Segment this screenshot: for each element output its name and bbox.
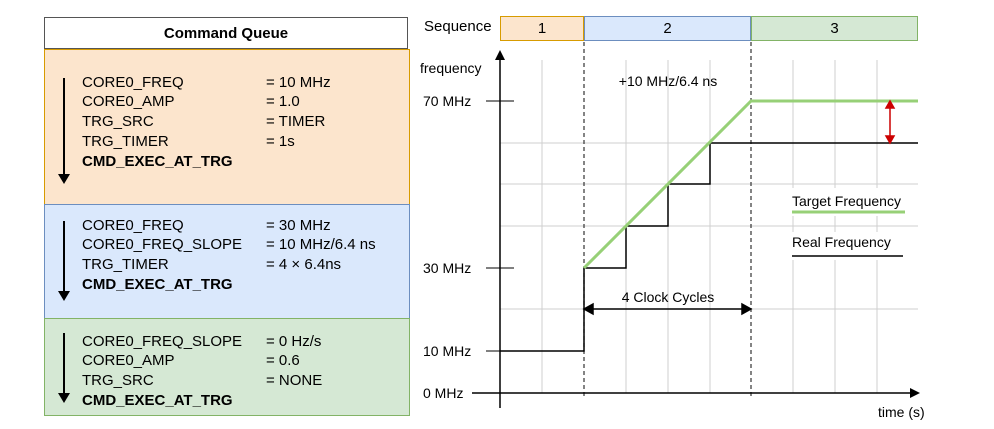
queue-row: TRG_TIMER = 1s — [82, 133, 295, 150]
y-tick-label: 0 MHz — [423, 385, 463, 401]
queue-row: TRG_SRC = NONE — [82, 372, 323, 389]
queue-row: CORE0_FREQ = 30 MHz — [82, 217, 331, 234]
down-arrow-icon — [58, 221, 70, 301]
queue-row-exec: CMD_EXEC_AT_TRG — [82, 392, 233, 409]
queue-row-exec: CMD_EXEC_AT_TRG — [82, 276, 233, 293]
queue-row: CORE0_FREQ_SLOPE = 0 Hz/s — [82, 333, 322, 350]
y-tick-label: 10 MHz — [423, 343, 471, 359]
down-arrow-icon — [58, 333, 70, 403]
axes — [472, 56, 912, 408]
queue-row-exec: CMD_EXEC_AT_TRG — [82, 153, 233, 170]
y-axis-label: frequency — [420, 60, 481, 76]
grid — [500, 60, 918, 393]
queue-row: CORE0_AMP = 0.6 — [82, 352, 300, 369]
queue-row: CORE0_FREQ = 10 MHz — [82, 74, 331, 91]
clock-cycles-label: 4 Clock Cycles — [622, 289, 715, 305]
down-arrow-icon — [58, 78, 70, 184]
queue-block-2: CORE0_FREQ = 30 MHz CORE0_FREQ_SLOPE = 10 … — [44, 204, 410, 319]
sequence-label: Sequence — [424, 18, 492, 35]
y-tick-label: 70 MHz — [423, 93, 471, 109]
difference-marker — [884, 99, 896, 145]
clock-cycles-dimension — [582, 302, 753, 316]
queue-block-1: CORE0_FREQ = 10 MHz CORE0_AMP = 1.0 TRG_SR… — [44, 49, 410, 205]
sequence-cell-2: 2 — [584, 16, 751, 41]
legend-real-label: Real Frequency — [792, 234, 891, 250]
target-frequency-line — [582, 99, 918, 270]
y-axis-arrow-icon — [495, 50, 505, 60]
y-tick-label: 30 MHz — [423, 260, 471, 276]
command-queue: Command Queue CORE0_FREQ = 10 MHz CORE0_A… — [44, 17, 410, 416]
x-axis-label: time (s) — [878, 404, 925, 420]
sequence-cell-1: 1 — [500, 16, 584, 41]
queue-row: TRG_SRC = TIMER — [82, 113, 326, 130]
queue-row: CORE0_FREQ_SLOPE = 10 MHz/6.4 ns — [82, 236, 376, 253]
queue-row: CORE0_AMP = 1.0 — [82, 93, 300, 110]
x-axis-arrow-icon — [910, 388, 920, 398]
command-queue-title: Command Queue — [44, 17, 408, 49]
queue-row: TRG_TIMER = 4 × 6.4ns — [82, 256, 342, 273]
queue-block-3: CORE0_FREQ_SLOPE = 0 Hz/s CORE0_AMP = 0.6 … — [44, 318, 410, 416]
sequence-cell-3: 3 — [751, 16, 918, 41]
legend-target-label: Target Frequency — [792, 193, 901, 209]
slope-label: +10 MHz/6.4 ns — [619, 73, 717, 89]
